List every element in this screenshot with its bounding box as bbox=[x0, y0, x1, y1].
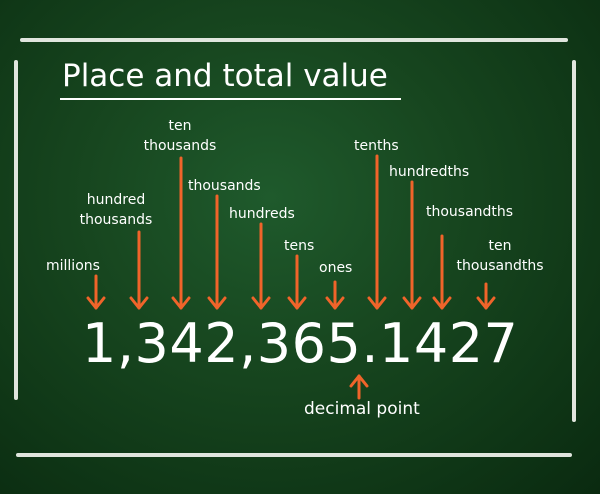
label-hundreds: hundreds bbox=[229, 206, 295, 222]
frame-right bbox=[572, 60, 576, 422]
arrow-hundredths bbox=[402, 180, 422, 310]
label-hundred-thousands: hundred thousands bbox=[79, 192, 153, 228]
arrow-tens bbox=[287, 254, 307, 310]
label-hundredths: hundredths bbox=[389, 164, 470, 180]
arrow-hundreds bbox=[251, 222, 271, 310]
label-tenths: tenths bbox=[354, 138, 399, 154]
arrow-ten-thousandths bbox=[476, 282, 496, 310]
frame-top bbox=[20, 38, 568, 42]
label-thousands: thousands bbox=[188, 178, 261, 194]
arrow-thousandths bbox=[432, 234, 452, 310]
arrow-hundred-thousands bbox=[129, 230, 149, 310]
label-ten-thousandths: ten thousandths bbox=[456, 238, 544, 274]
frame-left bbox=[14, 60, 18, 400]
arrow-ones bbox=[325, 280, 345, 310]
page-title: Place and total value bbox=[62, 58, 388, 94]
label-ten-thousands: ten thousands bbox=[143, 118, 217, 154]
label-thousandths: thousandths bbox=[426, 204, 514, 220]
label-tens: tens bbox=[284, 238, 315, 254]
title-underline bbox=[60, 98, 401, 100]
label-ones: ones bbox=[319, 260, 353, 276]
arrow-thousands bbox=[207, 194, 227, 310]
example-number: 1,342,365.1427 bbox=[82, 312, 519, 375]
label-millions: millions bbox=[46, 258, 100, 274]
decimal-point-label: decimal point bbox=[304, 399, 420, 419]
arrow-decimal-point bbox=[349, 374, 369, 400]
frame-bottom bbox=[16, 453, 572, 457]
arrow-ten-thousands bbox=[171, 156, 191, 310]
arrow-tenths bbox=[367, 154, 387, 310]
arrow-millions bbox=[86, 274, 106, 310]
